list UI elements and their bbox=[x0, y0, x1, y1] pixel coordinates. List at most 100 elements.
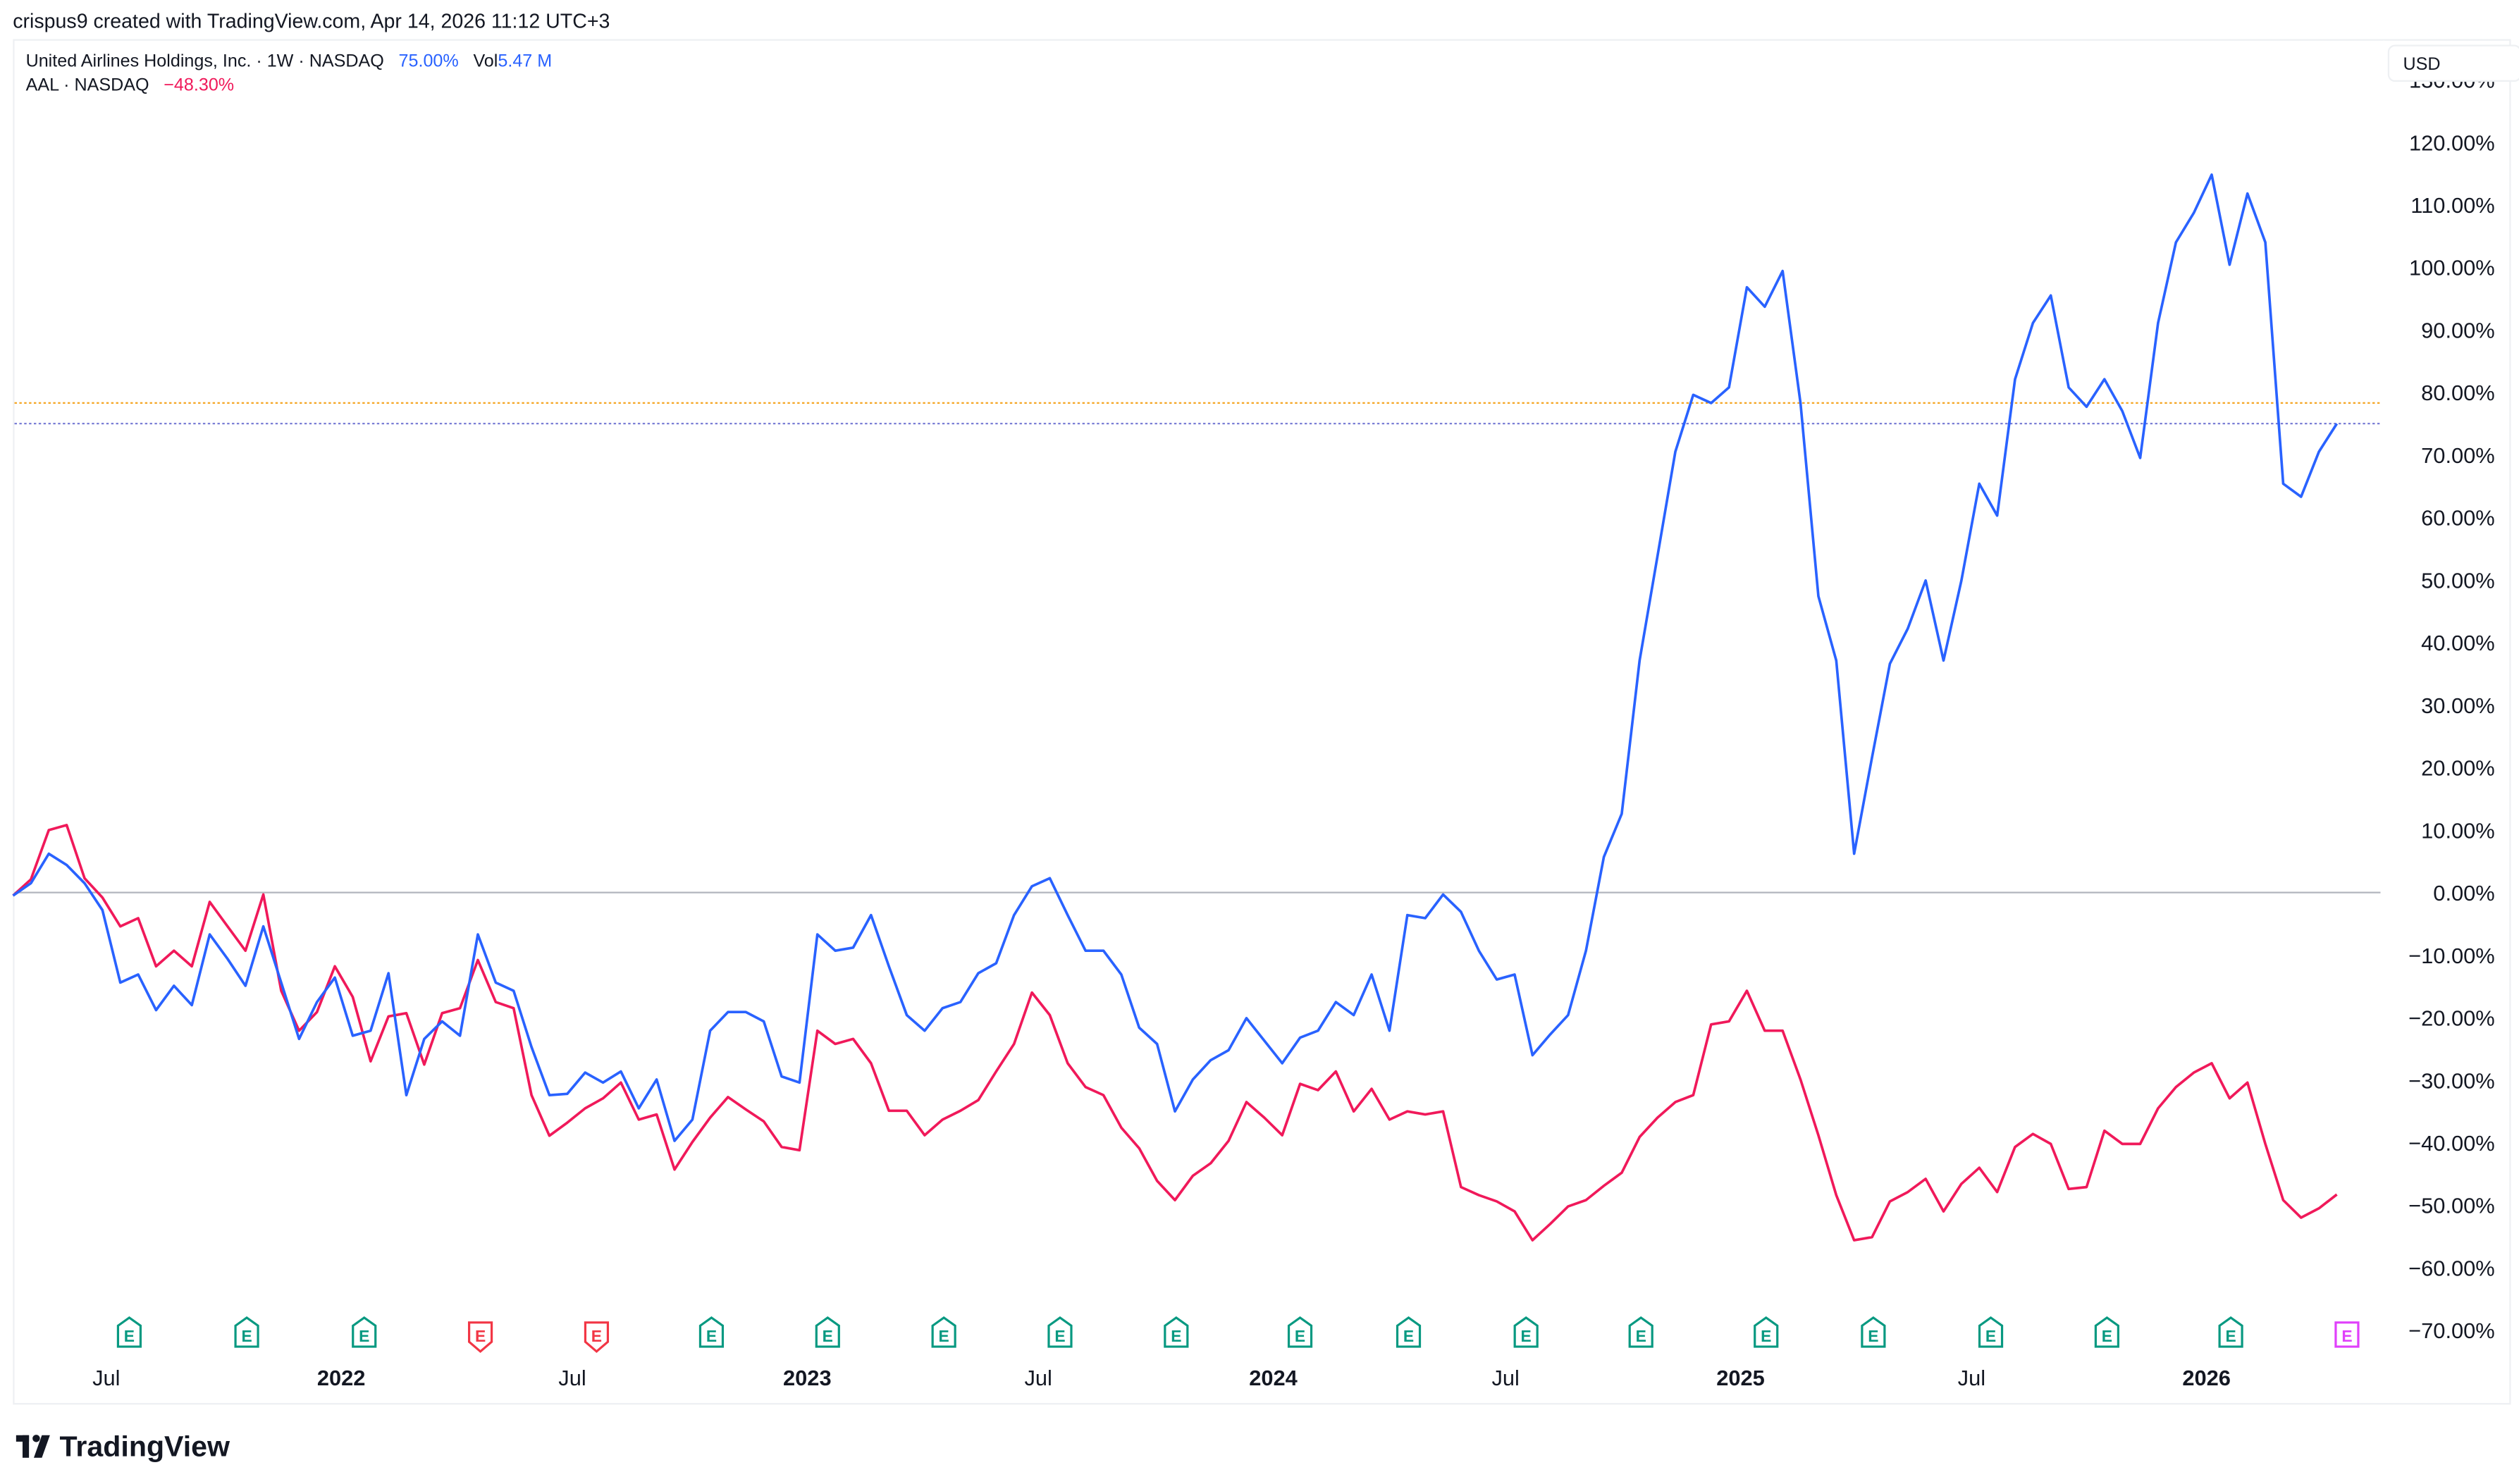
y-tick-label: 0.00% bbox=[2433, 881, 2494, 905]
earnings-label: E bbox=[2102, 1327, 2112, 1345]
earnings-marker[interactable]: E bbox=[1047, 1316, 1073, 1348]
y-tick-label: 70.00% bbox=[2421, 443, 2495, 468]
y-tick-label: −50.00% bbox=[2408, 1194, 2495, 1218]
earnings-icon bbox=[352, 1316, 377, 1348]
earnings-icon bbox=[2334, 1321, 2360, 1348]
earnings-icon bbox=[1287, 1316, 1313, 1348]
earnings-marker[interactable]: E bbox=[1287, 1316, 1313, 1348]
earnings-icon bbox=[467, 1321, 493, 1354]
earnings-icon bbox=[1164, 1316, 1189, 1348]
earnings-marker[interactable]: E bbox=[352, 1316, 377, 1348]
earnings-label: E bbox=[1054, 1327, 1065, 1345]
earnings-label: E bbox=[124, 1327, 135, 1345]
attribution-text: crispus9 created with TradingView.com, A… bbox=[13, 11, 610, 33]
earnings-marker[interactable]: E bbox=[2218, 1316, 2243, 1348]
y-tick-label: −60.00% bbox=[2408, 1256, 2495, 1280]
earnings-label: E bbox=[359, 1327, 369, 1345]
y-tick-label: −20.00% bbox=[2408, 1006, 2495, 1031]
earnings-icon bbox=[931, 1316, 956, 1348]
y-tick-label: −70.00% bbox=[2408, 1318, 2495, 1343]
reference-lines bbox=[14, 402, 2381, 894]
x-tick-label: Jul bbox=[1491, 1366, 1519, 1390]
legend-vol-label: Vol bbox=[473, 51, 498, 70]
ual-series-line bbox=[12, 173, 2339, 1142]
earnings-marker[interactable]: E bbox=[1396, 1316, 1422, 1348]
tradingview-logo: TradingView bbox=[16, 1430, 230, 1462]
earnings-label: E bbox=[939, 1327, 949, 1345]
earnings-icon bbox=[1628, 1316, 1653, 1348]
y-tick-label: 10.00% bbox=[2421, 818, 2495, 843]
earnings-marker[interactable]: E bbox=[2094, 1316, 2119, 1348]
x-tick-label: 2023 bbox=[783, 1366, 832, 1390]
earnings-marker[interactable]: E bbox=[116, 1316, 142, 1348]
legend-compare[interactable]: AAL · NASDAQ −48.30% bbox=[26, 75, 235, 95]
earnings-icon bbox=[1396, 1316, 1422, 1348]
y-tick-label: −10.00% bbox=[2408, 944, 2495, 968]
earnings-marker[interactable]: E bbox=[815, 1316, 840, 1348]
legend-vol-value: 5.47 M bbox=[498, 51, 552, 70]
earnings-label: E bbox=[1295, 1327, 1305, 1345]
y-tick-label: 120.00% bbox=[2409, 130, 2495, 155]
y-tick-label: 40.00% bbox=[2421, 631, 2495, 655]
earnings-icon bbox=[1513, 1316, 1539, 1348]
legend-compare-change: −48.30% bbox=[164, 75, 234, 95]
earnings-label: E bbox=[1521, 1327, 1532, 1345]
time-axis: Jul 2022 Jul 2023 Jul 2024 Jul 2025 Jul 2026 bbox=[92, 1366, 2231, 1390]
earnings-marker[interactable]: E bbox=[698, 1316, 725, 1348]
earnings-marker[interactable]: E bbox=[1513, 1316, 1539, 1348]
earnings-label: E bbox=[475, 1327, 486, 1345]
earnings-icon bbox=[116, 1316, 142, 1348]
y-tick-label: 50.00% bbox=[2421, 568, 2495, 593]
earnings-marker[interactable]: E bbox=[1978, 1316, 2004, 1348]
earnings-icon bbox=[698, 1316, 725, 1348]
y-tick-label: 20.00% bbox=[2421, 756, 2495, 781]
x-tick-label: 2026 bbox=[2182, 1366, 2231, 1390]
earnings-icon bbox=[1754, 1316, 1779, 1348]
earnings-label: E bbox=[1403, 1327, 1414, 1345]
x-tick-label: Jul bbox=[1958, 1366, 1985, 1390]
earnings-icon bbox=[1861, 1316, 1886, 1348]
earnings-marker[interactable]: E bbox=[584, 1321, 610, 1354]
earnings-icon bbox=[815, 1316, 840, 1348]
currency-button[interactable]: USD bbox=[2387, 44, 2519, 82]
tradingview-logo-icon bbox=[16, 1435, 50, 1458]
earnings-marker[interactable]: E bbox=[1164, 1316, 1189, 1348]
earnings-marker[interactable]: E bbox=[931, 1316, 956, 1348]
legend-main[interactable]: United Airlines Holdings, Inc. · 1W · NA… bbox=[26, 51, 553, 70]
earnings-icon bbox=[2218, 1316, 2243, 1348]
y-tick-label: 110.00% bbox=[2410, 193, 2494, 218]
legend-main-title: United Airlines Holdings, Inc. · 1W · NA… bbox=[26, 51, 384, 70]
legend: United Airlines Holdings, Inc. · 1W · NA… bbox=[26, 51, 553, 94]
earnings-label: E bbox=[1985, 1327, 1996, 1345]
earnings-label: E bbox=[591, 1327, 602, 1345]
y-tick-label: 90.00% bbox=[2421, 318, 2495, 342]
series-lines bbox=[12, 173, 2339, 1242]
y-tick-label: 30.00% bbox=[2421, 693, 2495, 718]
earnings-label: E bbox=[1868, 1327, 1878, 1345]
earnings-marker[interactable]: E bbox=[467, 1321, 493, 1354]
x-tick-label: 2025 bbox=[1716, 1366, 1765, 1390]
x-tick-label: Jul bbox=[558, 1366, 586, 1390]
x-tick-label: Jul bbox=[92, 1366, 120, 1390]
legend-main-change: 75.00% bbox=[399, 51, 459, 70]
earnings-marker[interactable]: E bbox=[1861, 1316, 1886, 1348]
earnings-marker[interactable]: E bbox=[1754, 1316, 1779, 1348]
chart-frame bbox=[13, 39, 2511, 1405]
earnings-icon bbox=[1047, 1316, 1073, 1348]
earnings-marker[interactable]: E bbox=[1628, 1316, 1653, 1348]
earnings-label: E bbox=[823, 1327, 833, 1345]
legend-compare-title: AAL · NASDAQ bbox=[26, 75, 149, 95]
earnings-marker[interactable]: E bbox=[2334, 1321, 2360, 1348]
earnings-label: E bbox=[706, 1327, 717, 1345]
price-axis: 130.00%120.00%110.00%100.00%90.00%80.00%… bbox=[2408, 68, 2495, 1344]
tradingview-logo-text: TradingView bbox=[60, 1430, 231, 1462]
earnings-icon bbox=[1978, 1316, 2004, 1348]
x-tick-label: Jul bbox=[1024, 1366, 1052, 1390]
earnings-label: E bbox=[2341, 1327, 2352, 1345]
earnings-marker[interactable]: E bbox=[234, 1316, 259, 1348]
earnings-icon bbox=[584, 1321, 610, 1354]
x-tick-label: 2024 bbox=[1249, 1366, 1298, 1390]
earnings-label: E bbox=[1761, 1327, 1771, 1345]
